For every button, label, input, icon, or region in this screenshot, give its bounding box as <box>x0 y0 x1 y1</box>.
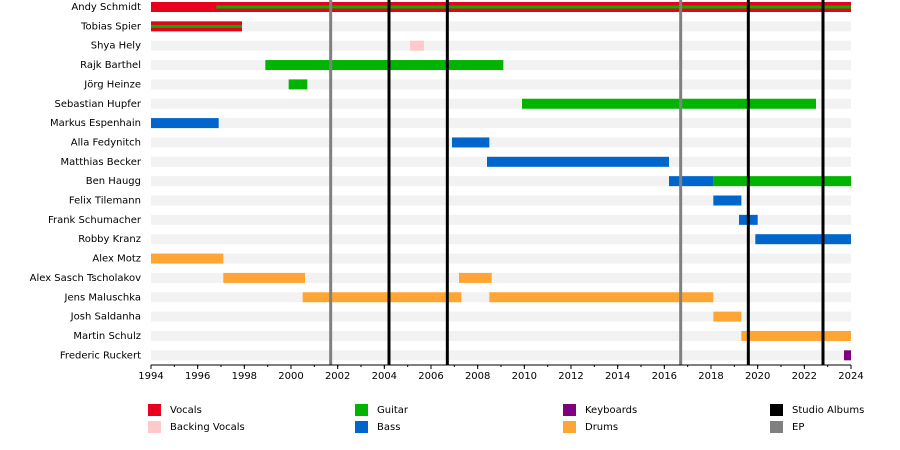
row-band <box>151 137 851 148</box>
role-bar <box>489 292 714 303</box>
member-label: Matthias Becker <box>61 157 142 168</box>
role-bar <box>265 60 504 71</box>
legend-label: EP <box>792 422 804 433</box>
row-band <box>151 214 851 225</box>
legend-swatch <box>563 421 576 433</box>
role-bar <box>844 350 851 361</box>
row-band <box>151 98 851 109</box>
legend-swatch <box>355 404 368 416</box>
member-label: Alex Motz <box>92 254 141 265</box>
x-tick-label: 2014 <box>605 371 630 382</box>
row-band <box>151 350 851 361</box>
legend-swatch <box>770 421 783 433</box>
member-label: Frank Schumacher <box>48 215 142 226</box>
role-bar <box>459 272 492 283</box>
member-label: Robby Kranz <box>78 234 141 245</box>
row-band <box>151 79 851 90</box>
x-tick-label: 2004 <box>372 371 397 382</box>
x-tick-label: 2018 <box>698 371 723 382</box>
x-tick-label: 2020 <box>745 371 770 382</box>
x-tick-label: 2024 <box>838 371 863 382</box>
row-band <box>151 118 851 129</box>
row-band <box>151 176 851 187</box>
role-bar <box>452 137 490 148</box>
role-bar <box>302 292 462 303</box>
member-label: Frederic Ruckert <box>60 350 141 361</box>
role-bar <box>410 40 424 51</box>
member-label: Tobias Spier <box>80 21 142 32</box>
x-tick-label: 2012 <box>558 371 583 382</box>
row-band <box>151 234 851 245</box>
x-tick-label: 1996 <box>185 371 210 382</box>
member-label: Alla Fedynitch <box>71 137 141 148</box>
member-label: Jörg Heinze <box>83 79 141 90</box>
legend-swatch <box>563 404 576 416</box>
legend-swatch <box>148 421 161 433</box>
role-bar <box>713 176 851 187</box>
role-bar <box>151 24 242 28</box>
x-tick-label: 2016 <box>652 371 677 382</box>
role-bar <box>522 98 816 109</box>
legend-label: Bass <box>377 422 400 433</box>
role-bar <box>741 330 851 341</box>
legend-label: Keyboards <box>585 405 637 416</box>
member-label: Rajk Barthel <box>80 60 141 71</box>
role-bar <box>713 311 742 322</box>
row-band <box>151 195 851 206</box>
x-tick-label: 2002 <box>325 371 350 382</box>
x-tick-label: 2006 <box>418 371 443 382</box>
x-tick-label: 2000 <box>278 371 303 382</box>
legend-label: Drums <box>585 422 618 433</box>
member-label: Martin Schulz <box>73 331 141 342</box>
legend-swatch <box>148 404 161 416</box>
role-bar <box>151 253 224 264</box>
role-bar <box>223 272 305 283</box>
member-label: Markus Espenhain <box>50 118 141 129</box>
legend-label: Vocals <box>170 405 202 416</box>
member-label: Ben Haugg <box>86 176 141 187</box>
member-label: Jens Maluschka <box>64 292 142 303</box>
member-label: Josh Saldanha <box>70 312 141 323</box>
legend-label: Guitar <box>377 405 409 416</box>
legend-swatch <box>770 404 783 416</box>
member-label: Alex Sasch Tscholakov <box>30 273 141 284</box>
role-bar <box>755 234 851 245</box>
row-band <box>151 272 851 283</box>
role-bar <box>669 176 714 187</box>
role-bar <box>487 156 669 167</box>
role-bar <box>288 79 308 90</box>
x-tick-label: 1998 <box>232 371 257 382</box>
row-band <box>151 21 851 32</box>
row-band <box>151 311 851 322</box>
member-label: Sebastian Hupfer <box>54 99 141 110</box>
role-bar <box>216 5 852 9</box>
member-label: Shya Hely <box>91 41 141 52</box>
x-tick-label: 2010 <box>512 371 537 382</box>
member-label: Felix Tilemann <box>69 196 141 207</box>
legend-swatch <box>355 421 368 433</box>
legend-label: Backing Vocals <box>170 422 245 433</box>
x-tick-label: 1994 <box>138 371 163 382</box>
row-band <box>151 253 851 264</box>
row-band <box>151 40 851 51</box>
role-bar <box>151 118 219 129</box>
x-tick-label: 2008 <box>465 371 490 382</box>
x-tick-label: 2022 <box>792 371 817 382</box>
role-bar <box>713 195 742 206</box>
legend-label: Studio Albums <box>792 405 864 416</box>
member-label: Andy Schmidt <box>71 2 141 13</box>
row-band <box>151 330 851 341</box>
